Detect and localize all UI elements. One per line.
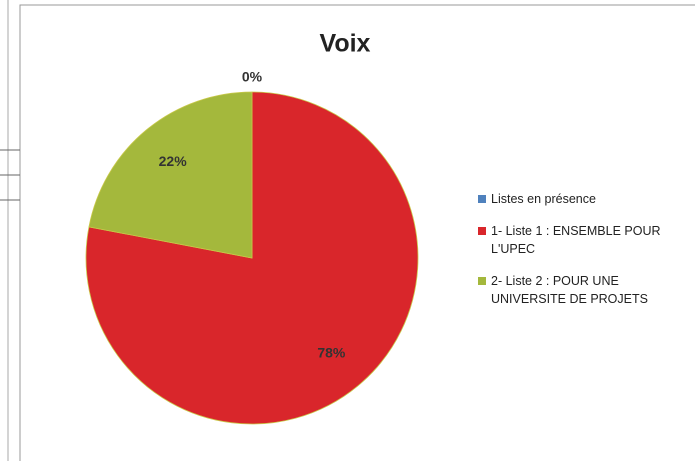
data-label: 22% bbox=[159, 153, 188, 169]
data-label: 78% bbox=[317, 345, 346, 361]
pie-slice bbox=[85, 91, 419, 425]
legend-label: 1- Liste 1 : ENSEMBLE POUR L'UPEC bbox=[491, 224, 661, 256]
pie-slice bbox=[88, 91, 253, 259]
legend-item: 2- Liste 2 : POUR UNE UNIVERSITE DE PROJ… bbox=[478, 272, 693, 308]
legend-item: 1- Liste 1 : ENSEMBLE POUR L'UPEC bbox=[478, 222, 693, 258]
legend-label: 2- Liste 2 : POUR UNE UNIVERSITE DE PROJ… bbox=[491, 274, 648, 306]
legend-swatch bbox=[478, 195, 486, 203]
legend-label: Listes en présence bbox=[491, 192, 596, 206]
legend-swatch bbox=[478, 227, 486, 235]
data-label: 0% bbox=[242, 69, 263, 85]
legend-swatch bbox=[478, 277, 486, 285]
legend-item: Listes en présence bbox=[478, 190, 693, 208]
legend: Listes en présence 1- Liste 1 : ENSEMBLE … bbox=[478, 190, 693, 322]
chart-title: Voix bbox=[320, 30, 371, 58]
chart-frame bbox=[19, 4, 695, 461]
